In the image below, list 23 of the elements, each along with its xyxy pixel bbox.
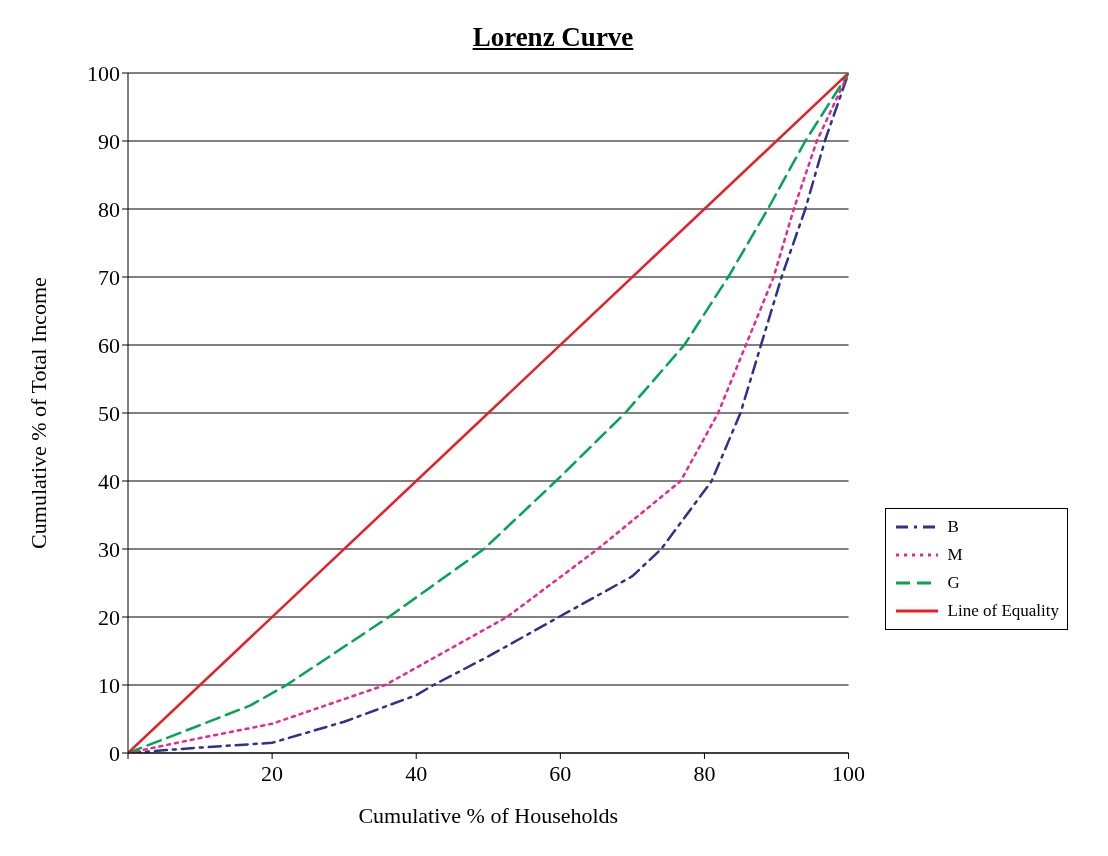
x-tick-label: 80 bbox=[693, 760, 716, 786]
y-tick-label: 10 bbox=[98, 672, 120, 698]
y-tick-label: 50 bbox=[98, 400, 120, 426]
legend-label: B bbox=[947, 517, 959, 537]
chart-title: Lorenz Curve bbox=[471, 22, 635, 53]
y-tick-label: 30 bbox=[98, 536, 120, 562]
x-axis-title: Cumulative % of Households bbox=[358, 803, 619, 828]
y-axis-title: Cumulative % of Total Income bbox=[25, 277, 51, 549]
legend-label: Line of Equality bbox=[947, 601, 1059, 621]
y-tick-label: 100 bbox=[87, 60, 120, 86]
y-tick-label: 20 bbox=[98, 604, 120, 630]
y-tick-label: 60 bbox=[98, 332, 120, 358]
y-tick-label: 70 bbox=[98, 264, 120, 290]
y-tick-label: 0 bbox=[109, 740, 120, 766]
x-tick-label: 100 bbox=[832, 760, 866, 786]
y-tick-label: 80 bbox=[98, 196, 120, 222]
legend-label: M bbox=[947, 545, 963, 565]
y-tick-label: 90 bbox=[98, 128, 120, 154]
x-tick-label: 40 bbox=[405, 760, 428, 786]
x-tick-label: 20 bbox=[261, 760, 284, 786]
y-tick-label: 40 bbox=[98, 468, 120, 494]
x-tick-label: 60 bbox=[549, 760, 572, 786]
legend-label: G bbox=[947, 573, 960, 593]
